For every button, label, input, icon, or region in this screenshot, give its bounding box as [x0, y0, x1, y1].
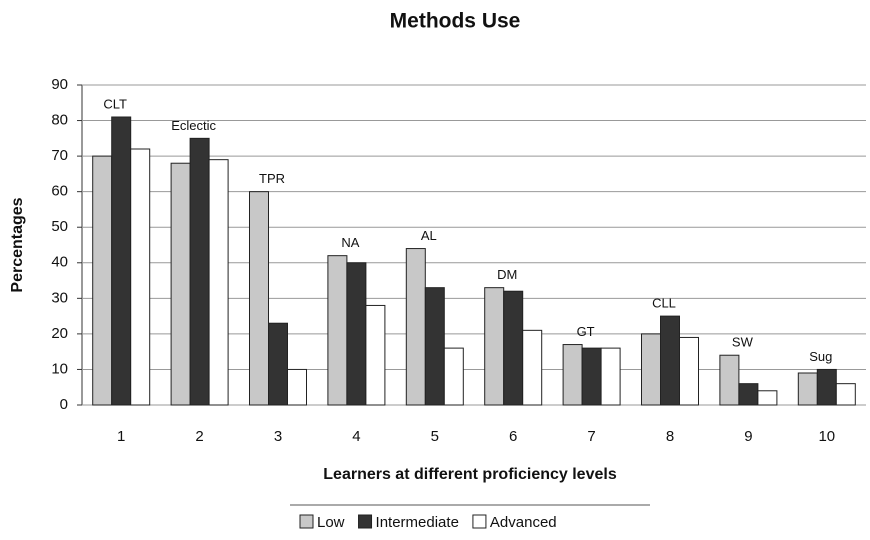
bar [424, 287, 445, 406]
bar [738, 383, 759, 406]
annotation: AL [421, 228, 437, 243]
bar [365, 304, 386, 406]
chart-title: Methods Use [390, 10, 521, 33]
legend-label: Low [317, 514, 345, 531]
bar [405, 248, 426, 406]
bar [208, 159, 229, 406]
y-tick-label: 60 [51, 183, 68, 200]
bar [562, 344, 583, 406]
annotation: NA [341, 235, 359, 250]
y-tick-label: 80 [51, 112, 68, 129]
bar [287, 368, 307, 406]
annotation: GT [577, 324, 595, 339]
y-tick-label: 40 [51, 254, 68, 271]
bar [641, 333, 661, 406]
legend-label: Advanced [490, 514, 557, 531]
annotation: DM [497, 267, 517, 282]
bar [92, 155, 113, 406]
x-tick-label: 7 [587, 428, 595, 445]
bar [679, 336, 699, 406]
bar [249, 191, 269, 406]
annotation: CLT [103, 96, 127, 111]
y-tick-label: 20 [51, 325, 68, 342]
legend-swatch [299, 514, 314, 529]
y-tick-label: 90 [51, 76, 68, 93]
y-tick-label: 70 [51, 147, 68, 164]
bar [189, 137, 210, 406]
bar [503, 290, 524, 406]
bar [170, 162, 191, 406]
bar [581, 347, 602, 406]
x-tick-label: 6 [509, 428, 517, 445]
bar [757, 390, 778, 406]
bar [111, 116, 132, 406]
annotation: TPR [259, 171, 285, 186]
x-tick-label: 10 [818, 428, 835, 445]
x-tick-label: 4 [352, 428, 360, 445]
annotation: Sug [809, 349, 832, 364]
bar [816, 368, 837, 406]
x-tick-label: 3 [274, 428, 282, 445]
bar [835, 383, 856, 406]
bar [719, 354, 740, 406]
y-tick-label: 30 [51, 289, 68, 306]
bar [797, 372, 818, 406]
y-axis-title: Percentages [9, 197, 26, 292]
legend-label: Intermediate [376, 514, 459, 531]
bar [443, 347, 464, 406]
annotation: CLL [652, 296, 676, 311]
annotation: SW [732, 335, 754, 350]
x-tick-label: 9 [744, 428, 752, 445]
y-tick-label: 50 [51, 218, 68, 235]
x-axis-title: Learners at different proficiency levels [323, 466, 617, 483]
bar [600, 347, 621, 406]
legend-swatch [472, 514, 487, 529]
annotation: Eclectic [171, 118, 216, 133]
y-tick-label: 10 [51, 360, 68, 377]
bar [660, 315, 680, 406]
x-tick-label: 1 [117, 428, 125, 445]
bar [484, 287, 505, 406]
x-tick-label: 2 [195, 428, 203, 445]
bar [346, 262, 367, 406]
bar [130, 148, 151, 406]
legend-swatch [358, 514, 373, 529]
bar [522, 329, 543, 406]
bar [327, 255, 348, 406]
bar [268, 322, 288, 406]
x-tick-label: 8 [666, 428, 674, 445]
y-tick-label: 0 [60, 396, 68, 413]
x-tick-label: 5 [431, 428, 439, 445]
